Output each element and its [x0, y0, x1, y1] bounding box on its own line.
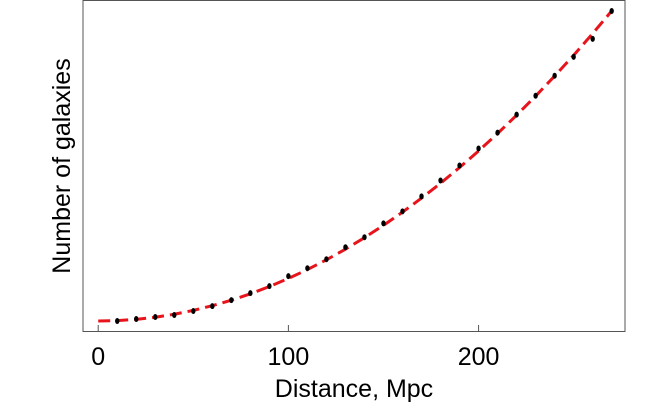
data-point: [305, 265, 310, 272]
x-tick-label: 100: [268, 343, 310, 371]
y-axis-label: Number of galaxies: [48, 58, 76, 273]
data-point: [286, 273, 291, 280]
data-point: [457, 162, 462, 169]
fit-line: [98, 10, 613, 323]
data-point: [191, 308, 196, 315]
x-tick-label: 0: [91, 343, 105, 371]
data-point: [153, 314, 158, 321]
data-point: [590, 35, 595, 42]
data-point: [438, 177, 443, 184]
data-point: [115, 318, 120, 325]
data-point: [571, 53, 576, 60]
x-tick-label: 200: [458, 343, 500, 371]
data-point: [552, 72, 557, 79]
data-point: [134, 316, 139, 323]
data-point: [229, 297, 234, 304]
data-point: [248, 290, 253, 297]
data-point: [381, 220, 386, 227]
data-point: [533, 92, 538, 99]
data-point: [419, 193, 424, 200]
data-point: [343, 244, 348, 251]
data-point: [267, 283, 272, 290]
plot-frame: [82, 0, 626, 332]
data-point: [514, 111, 519, 118]
data-point: [172, 312, 177, 319]
data-point: [476, 145, 481, 152]
data-point: [609, 7, 614, 14]
data-point: [362, 234, 367, 241]
data-point: [324, 256, 329, 263]
x-axis-label: Distance, Mpc: [275, 375, 433, 403]
data-point: [495, 129, 500, 136]
data-point: [400, 208, 405, 215]
data-point: [210, 303, 215, 310]
